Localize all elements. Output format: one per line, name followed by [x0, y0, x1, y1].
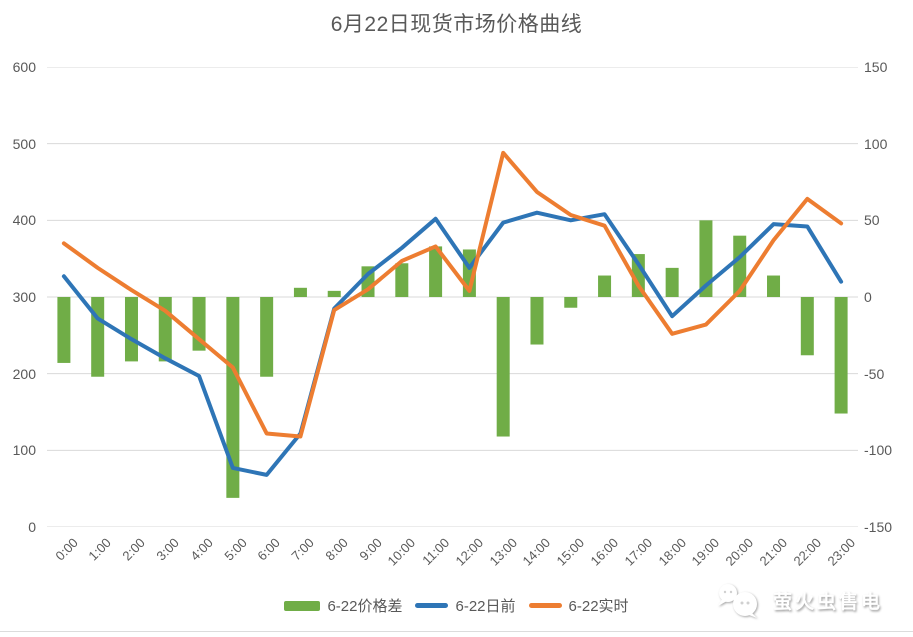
- right-axis-tick-label: 150: [864, 59, 888, 75]
- bottom-divider: [0, 631, 913, 632]
- x-axis-tick-label: 13:00: [486, 535, 520, 569]
- legend-item-day-ahead: 6-22日前: [415, 595, 516, 616]
- x-axis-tick-label: 12:00: [452, 535, 486, 569]
- x-axis-tick-label: 18:00: [655, 535, 689, 569]
- price-diff-bar: [260, 297, 274, 377]
- legend-item-price-diff: 6-22价格差: [284, 595, 402, 616]
- x-axis-tick-label: 4:00: [187, 535, 216, 564]
- plot-area: [47, 67, 858, 527]
- x-axis-tick-label: 23:00: [824, 535, 858, 569]
- x-axis-tick-label: 3:00: [153, 535, 182, 564]
- x-axis-tick-label: 17:00: [621, 535, 655, 569]
- left-axis-tick-label: 100: [12, 442, 36, 459]
- price-diff-bar: [226, 297, 240, 498]
- price-diff-bar: [124, 297, 138, 362]
- x-axis-tick-label: 11:00: [419, 535, 453, 568]
- price-diff-bar: [327, 290, 341, 297]
- x-axis-tick-label: 9:00: [356, 535, 385, 564]
- x-axis-tick-label: 14:00: [519, 535, 554, 569]
- left-axis-tick-label: 500: [12, 135, 36, 152]
- price-diff-bar: [530, 297, 544, 345]
- x-axis-tick-label: 5:00: [220, 535, 250, 564]
- chat-bubbles-icon: [717, 584, 757, 618]
- price-diff-bar: [598, 275, 612, 297]
- x-axis-tick-label: 21:00: [756, 535, 791, 569]
- x-axis-tick-label: 1:00: [85, 535, 115, 564]
- x-axis-tick-label: 10:00: [384, 535, 419, 569]
- x-axis-tick-label: 19:00: [688, 535, 723, 569]
- left-axis-tick-label: 0: [28, 519, 36, 535]
- x-axis-tick-label: 16:00: [587, 535, 622, 569]
- day-ahead-line: [61, 210, 844, 477]
- legend-swatch-price-diff: [284, 600, 321, 611]
- price-diff-bar: [496, 297, 510, 437]
- watermark: 萤火虫售电: [715, 582, 883, 618]
- x-axis-tick-label: 22:00: [790, 535, 824, 569]
- price-diff-bar: [800, 297, 814, 356]
- right-axis-tick-label: -150: [864, 519, 893, 535]
- right-axis-tick-label: -100: [864, 442, 893, 459]
- right-axis-tick-label: 50: [864, 212, 880, 229]
- x-axis-tick-label: 15:00: [553, 535, 588, 569]
- legend-swatch-real-time: [528, 603, 562, 608]
- price-diff-bar: [733, 235, 747, 297]
- legend-item-real-time: 6-22实时: [528, 595, 629, 616]
- legend-label-real-time: 6-22实时: [568, 598, 629, 615]
- chart-canvas: [47, 67, 858, 527]
- left-axis-tick-label: 200: [12, 365, 36, 382]
- price-diff-bar: [699, 220, 713, 297]
- price-diff-bar: [293, 287, 307, 297]
- legend-label-day-ahead: 6-22日前: [455, 598, 516, 615]
- x-axis-tick-label: 0:00: [51, 535, 81, 564]
- chart-title: 6月22日现货市场价格曲线: [330, 13, 583, 36]
- x-axis-tick-label: 8:00: [322, 535, 351, 564]
- x-axis-tick-label: 6:00: [254, 535, 284, 564]
- x-axis-tick-label: 7:00: [288, 535, 318, 564]
- price-diff-bar: [91, 297, 105, 377]
- left-axis-tick-label: 300: [12, 289, 36, 305]
- left-axis-tick-label: 400: [12, 212, 36, 229]
- price-diff-bar: [665, 267, 679, 297]
- right-axis-tick-label: 100: [864, 135, 888, 152]
- price-diff-bar: [57, 297, 71, 363]
- price-diff-bar: [429, 246, 443, 297]
- real-time-line: [61, 150, 844, 439]
- left-y-axis: 600 500 400 300 200 100 0: [0, 59, 40, 535]
- legend-label-price-diff: 6-22价格差: [327, 598, 403, 615]
- x-axis-tick-label: 20:00: [722, 535, 757, 569]
- x-axis-tick-label: 2:00: [119, 535, 149, 564]
- right-axis-tick-label: -50: [864, 365, 885, 382]
- chart-legend: 6-22价格差 6-22日前 6-22实时: [0, 595, 913, 616]
- right-y-axis: 150 100 50 0 -50 -100 -150: [864, 59, 910, 535]
- left-axis-tick-label: 600: [12, 59, 36, 75]
- right-axis-tick-label: 0: [864, 289, 872, 305]
- watermark-text: 萤火虫售电: [772, 591, 883, 613]
- price-diff-bar: [834, 297, 848, 414]
- legend-swatch-day-ahead: [415, 603, 449, 608]
- price-diff-bar: [631, 254, 645, 297]
- price-diff-bar: [564, 297, 578, 308]
- price-diff-bar: [395, 263, 409, 297]
- price-diff-bar: [767, 275, 781, 297]
